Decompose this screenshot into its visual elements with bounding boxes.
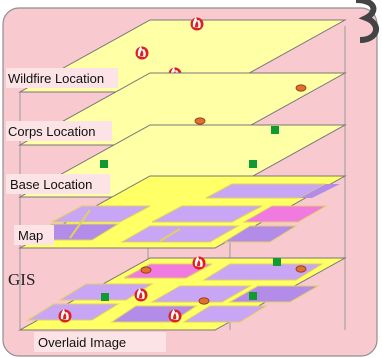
base-marker: [101, 293, 109, 301]
layer-label-map: Map: [18, 228, 43, 243]
corps-marker: [194, 117, 206, 125]
corps-marker: [198, 297, 210, 305]
base-marker: [249, 160, 257, 168]
base-marker: [273, 258, 281, 266]
layer-overlaid: Overlaid Image: [18, 256, 347, 352]
layer-label-base: Base Location: [10, 177, 92, 192]
layer-label-wildfire: Wildfire Location: [8, 71, 104, 86]
layer-wildfire: Wildfire Location: [6, 17, 347, 93]
corps-marker: [295, 265, 307, 273]
corps-marker: [295, 84, 307, 92]
layer-map: Map: [14, 175, 347, 249]
base-marker: [100, 160, 108, 168]
layer-corps: Corps Location: [6, 72, 347, 146]
layer-label-overlaid: Overlaid Image: [38, 335, 126, 350]
layer-label-gis: GIS: [8, 270, 35, 289]
base-marker: [249, 292, 257, 300]
corner-glyph: [355, 0, 379, 43]
corps-marker: [140, 266, 152, 274]
base-marker: [271, 126, 279, 134]
layer-label-corps: Corps Location: [8, 124, 95, 139]
